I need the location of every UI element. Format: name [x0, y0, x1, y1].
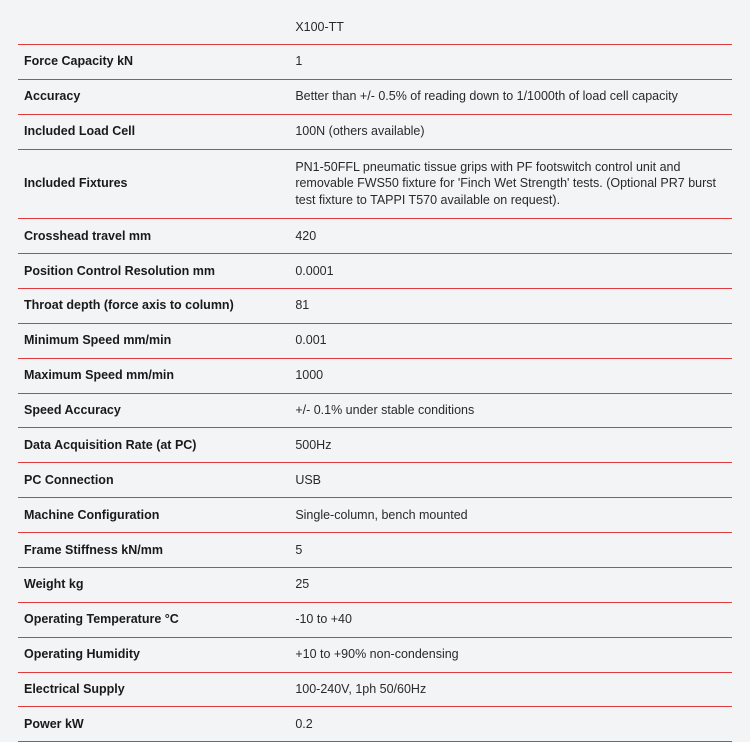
table-row: Frame Stiffness kN/mm5	[18, 533, 732, 568]
row-label: Weight kg	[18, 567, 289, 602]
header-label	[18, 10, 289, 44]
spec-table-body: X100-TTForce Capacity kN1AccuracyBetter …	[18, 10, 732, 742]
row-label: Crosshead travel mm	[18, 219, 289, 254]
row-label: Power kW	[18, 707, 289, 742]
header-value: X100-TT	[289, 10, 732, 44]
row-label: Force Capacity kN	[18, 44, 289, 79]
row-value: 0.0001	[289, 254, 732, 289]
row-value: Single-column, bench mounted	[289, 498, 732, 533]
row-value: +/- 0.1% under stable conditions	[289, 393, 732, 428]
row-label: PC Connection	[18, 463, 289, 498]
table-row: Minimum Speed mm/min0.001	[18, 323, 732, 358]
table-row: Included Load Cell100N (others available…	[18, 114, 732, 149]
row-label: Included Load Cell	[18, 114, 289, 149]
table-row: Maximum Speed mm/min1000	[18, 358, 732, 393]
row-value: 5	[289, 533, 732, 568]
spec-table: X100-TTForce Capacity kN1AccuracyBetter …	[18, 10, 732, 742]
table-row: Operating Humidity+10 to +90% non-conden…	[18, 637, 732, 672]
table-row: Force Capacity kN1	[18, 44, 732, 79]
table-row: PC ConnectionUSB	[18, 463, 732, 498]
row-value: 25	[289, 567, 732, 602]
row-label: Position Control Resolution mm	[18, 254, 289, 289]
table-header-row: X100-TT	[18, 10, 732, 44]
row-label: Electrical Supply	[18, 672, 289, 707]
table-row: Position Control Resolution mm0.0001	[18, 254, 732, 289]
table-row: Power kW0.2	[18, 707, 732, 742]
table-row: Included FixturesPN1-50FFL pneumatic tis…	[18, 149, 732, 219]
row-value: USB	[289, 463, 732, 498]
table-row: Speed Accuracy+/- 0.1% under stable cond…	[18, 393, 732, 428]
row-value: 0.001	[289, 323, 732, 358]
table-row: Electrical Supply100-240V, 1ph 50/60Hz	[18, 672, 732, 707]
row-value: 81	[289, 288, 732, 323]
row-label: Frame Stiffness kN/mm	[18, 533, 289, 568]
table-row: Crosshead travel mm420	[18, 219, 732, 254]
row-value: 0.2	[289, 707, 732, 742]
row-label: Machine Configuration	[18, 498, 289, 533]
table-row: Throat depth (force axis to column)81	[18, 288, 732, 323]
table-row: Machine ConfigurationSingle-column, benc…	[18, 498, 732, 533]
row-value: PN1-50FFL pneumatic tissue grips with PF…	[289, 149, 732, 219]
row-label: Included Fixtures	[18, 149, 289, 219]
row-label: Data Acquisition Rate (at PC)	[18, 428, 289, 463]
row-value: Better than +/- 0.5% of reading down to …	[289, 79, 732, 114]
table-row: Data Acquisition Rate (at PC)500Hz	[18, 428, 732, 463]
row-value: 1000	[289, 358, 732, 393]
row-label: Operating Humidity	[18, 637, 289, 672]
row-value: 100-240V, 1ph 50/60Hz	[289, 672, 732, 707]
row-value: -10 to +40	[289, 602, 732, 637]
row-value: +10 to +90% non-condensing	[289, 637, 732, 672]
table-row: Operating Temperature °C-10 to +40	[18, 602, 732, 637]
row-label: Throat depth (force axis to column)	[18, 288, 289, 323]
row-label: Speed Accuracy	[18, 393, 289, 428]
table-row: Weight kg25	[18, 567, 732, 602]
row-label: Maximum Speed mm/min	[18, 358, 289, 393]
row-value: 420	[289, 219, 732, 254]
table-row: AccuracyBetter than +/- 0.5% of reading …	[18, 79, 732, 114]
row-value: 500Hz	[289, 428, 732, 463]
row-label: Operating Temperature °C	[18, 602, 289, 637]
row-value: 100N (others available)	[289, 114, 732, 149]
row-label: Accuracy	[18, 79, 289, 114]
row-label: Minimum Speed mm/min	[18, 323, 289, 358]
row-value: 1	[289, 44, 732, 79]
